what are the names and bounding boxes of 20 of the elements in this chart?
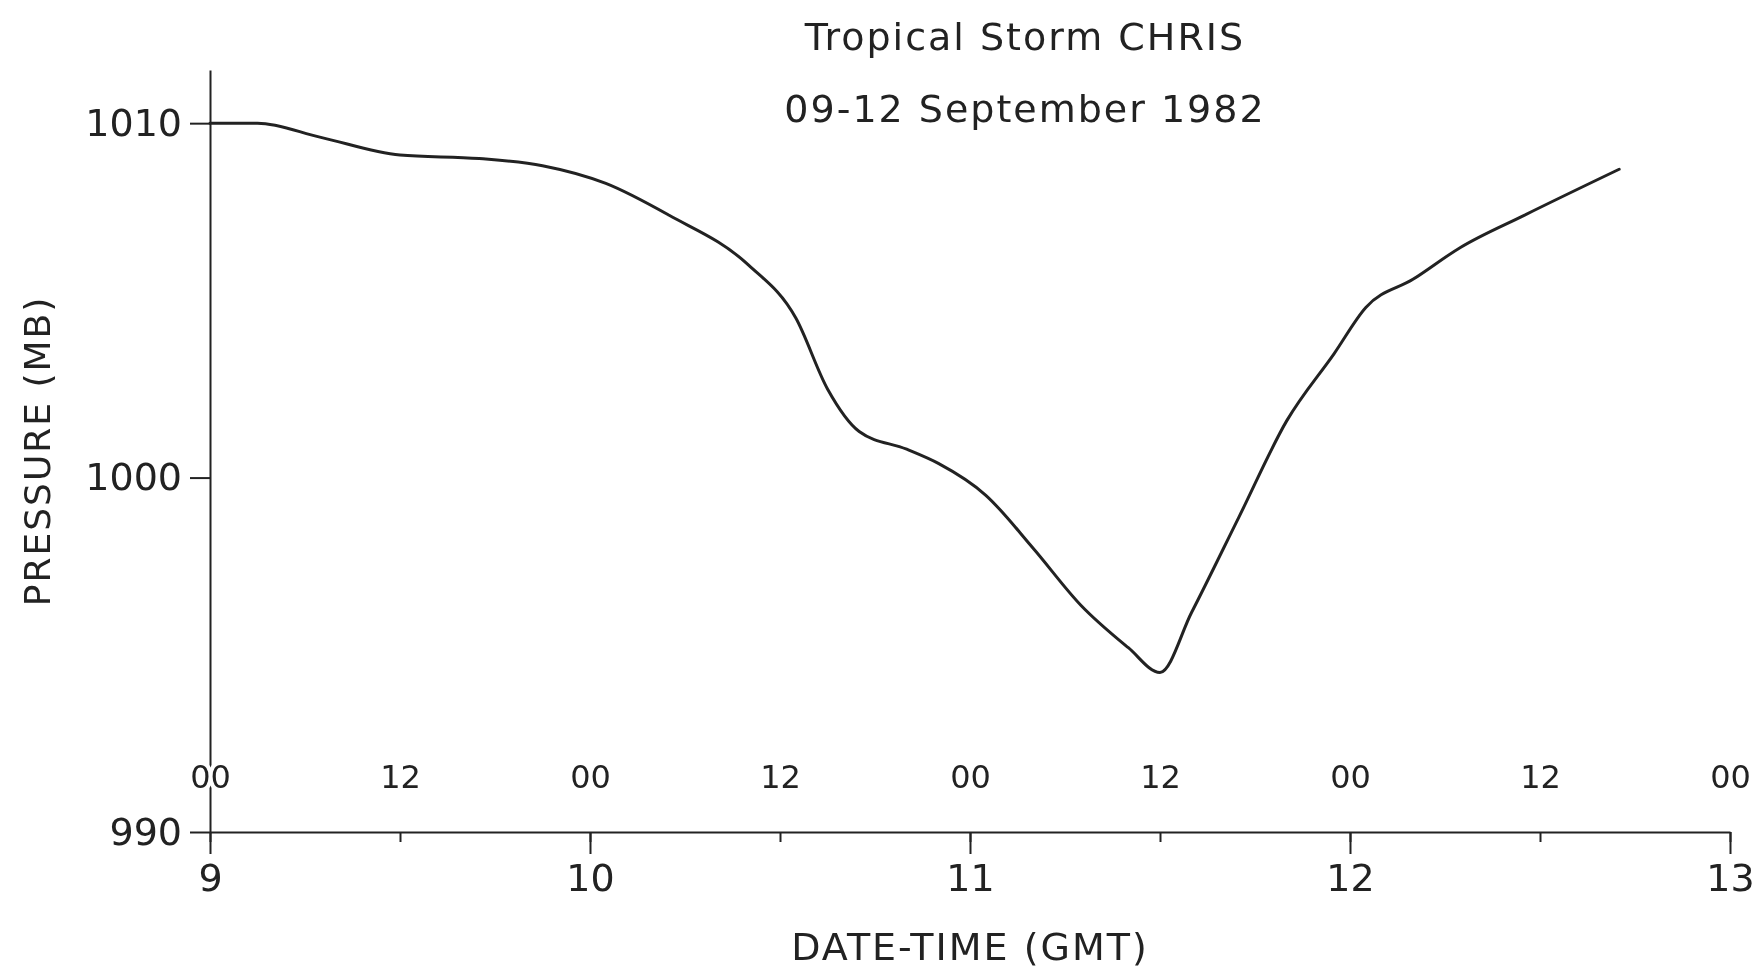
y-tick-label: 1010 xyxy=(85,100,182,145)
x2-tick-label: 12 xyxy=(380,758,421,796)
x2-tick-label: 12 xyxy=(760,758,801,796)
chart-title: Tropical Storm CHRIS xyxy=(803,15,1246,59)
x-tick-label: 10 xyxy=(566,855,615,900)
x2-tick-label: 00 xyxy=(950,758,991,796)
x2-tick-label: 00 xyxy=(1710,758,1751,796)
text: 09-12 September 1982 xyxy=(784,87,1266,131)
y-axis-title: PRESSURE (MB) xyxy=(17,295,58,607)
y-tick-label: 1000 xyxy=(85,455,182,500)
y-tick-label: 990 xyxy=(109,809,182,854)
x-axis-title: DATE-TIME (GMT) xyxy=(791,925,1149,969)
x2-tick-label: 12 xyxy=(1140,758,1181,796)
x-tick-label: 13 xyxy=(1706,855,1755,900)
x2-tick-label: 00 xyxy=(570,758,611,796)
x2-tick-label: 12 xyxy=(1520,758,1561,796)
x2-tick-label: 00 xyxy=(1330,758,1371,796)
x-tick-label: 9 xyxy=(198,855,223,900)
x-tick-label: 12 xyxy=(1326,855,1375,900)
x-tick-label: 11 xyxy=(946,855,995,900)
